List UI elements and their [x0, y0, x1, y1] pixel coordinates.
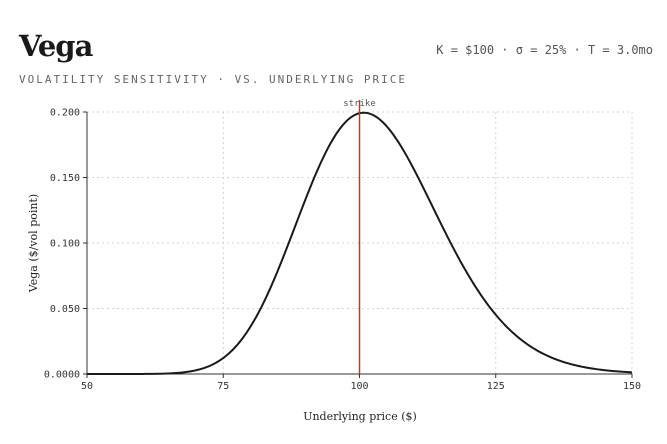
x-tick-label: 125	[487, 381, 505, 392]
x-axis-label: Underlying price ($)	[303, 410, 417, 423]
y-tick-label: 0.150	[50, 173, 80, 184]
strike-marker-group: strike	[343, 99, 376, 374]
x-tick-label: 150	[623, 381, 641, 392]
x-tick-label: 50	[81, 381, 93, 392]
strike-label: strike	[343, 99, 376, 109]
y-tick-label: 0.100	[50, 239, 80, 250]
x-tick-label: 75	[217, 381, 229, 392]
parameter-summary: K = $100 · σ = 25% · T = 3.0mo	[436, 43, 653, 57]
chart-subtitle: VOLATILITY SENSITIVITY · VS. UNDERLYING …	[19, 73, 408, 86]
chart-ticks: 0.0000 0.050 0.100 0.150 0.200 50 75 100 125 150	[44, 108, 641, 393]
y-tick-label: 0.0000	[44, 370, 80, 381]
y-axis-label: Vega ($/vol point)	[27, 194, 40, 293]
x-tick-label: 100	[350, 381, 368, 392]
y-tick-label: 0.200	[50, 108, 80, 119]
chart-title: Vega	[19, 29, 93, 63]
y-tick-label: 0.050	[50, 304, 80, 315]
